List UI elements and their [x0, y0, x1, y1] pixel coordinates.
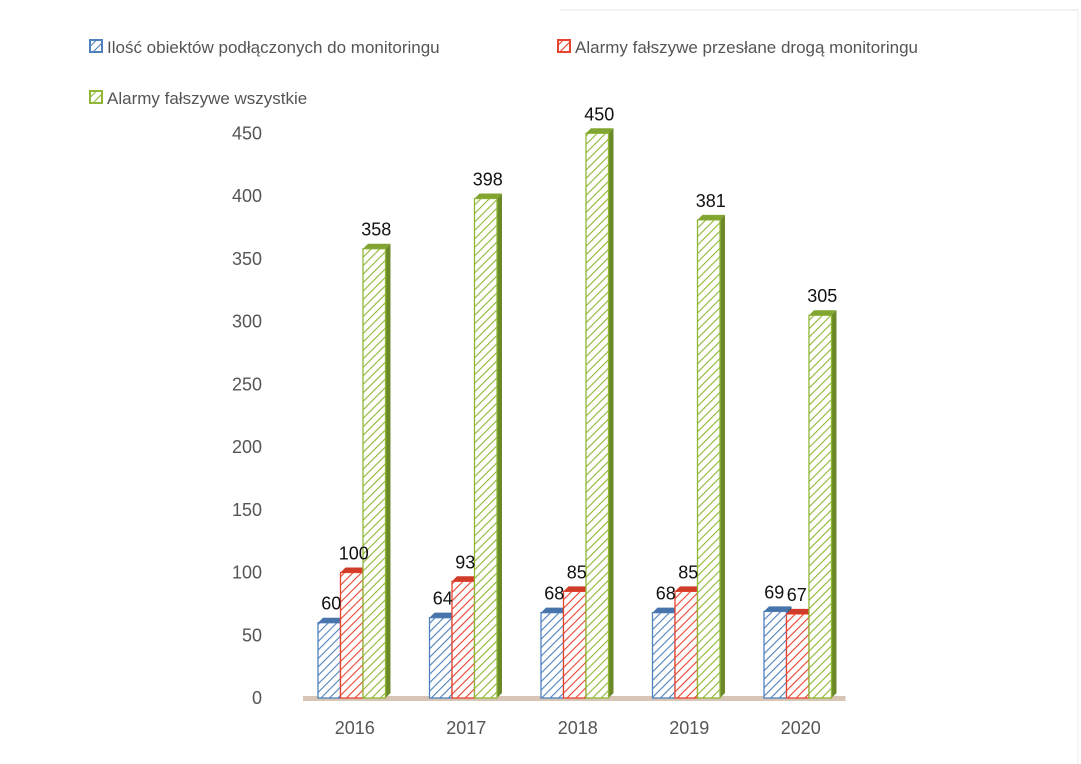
- bar: [585, 128, 614, 699]
- y-tick-label: 450: [232, 123, 262, 143]
- y-tick-label: 350: [232, 249, 262, 269]
- data-label: 358: [361, 220, 391, 240]
- x-tick-label: 2017: [446, 718, 486, 738]
- legend-swatch: [89, 90, 103, 104]
- chart-legend: Ilość obiektów podłączonych do monitorin…: [89, 38, 918, 108]
- x-tick-label: 2016: [335, 718, 375, 738]
- bar: [362, 243, 391, 699]
- legend-swatch: [557, 39, 571, 53]
- data-label: 305: [807, 286, 837, 306]
- data-label: 398: [473, 170, 503, 190]
- y-tick-label: 250: [232, 374, 262, 394]
- data-label: 67: [787, 585, 807, 605]
- data-label: 60: [321, 594, 341, 614]
- bar: [808, 310, 837, 699]
- x-tick-label: 2020: [781, 718, 821, 738]
- y-tick-label: 50: [242, 625, 262, 645]
- data-label: 64: [433, 589, 453, 609]
- legend-swatch: [89, 39, 103, 53]
- legend-label: Alarmy fałszywe wszystkie: [107, 89, 307, 108]
- y-axis: 0 50 100 150 200 250 300 350 400 450: [232, 123, 262, 708]
- legend-label: Alarmy fałszywe przesłane drogą monitori…: [575, 38, 918, 57]
- y-tick-label: 300: [232, 312, 262, 332]
- y-tick-label: 200: [232, 437, 262, 457]
- y-tick-label: 0: [252, 688, 262, 708]
- data-label: 68: [656, 584, 676, 604]
- data-label: 93: [455, 552, 475, 572]
- bar: [473, 193, 502, 699]
- data-label: 85: [678, 562, 698, 582]
- data-label: 69: [764, 582, 784, 602]
- legend-item: Alarmy fałszywe przesłane drogą monitori…: [557, 38, 918, 57]
- legend-item: Ilość obiektów podłączonych do monitorin…: [89, 38, 440, 57]
- data-label: 381: [696, 191, 726, 211]
- bar: [696, 214, 725, 699]
- legend-label: Ilość obiektów podłączonych do monitorin…: [107, 38, 440, 57]
- y-tick-label: 400: [232, 186, 262, 206]
- data-label: 85: [567, 562, 587, 582]
- x-tick-label: 2018: [558, 718, 598, 738]
- data-label: 100: [339, 544, 369, 564]
- y-tick-label: 150: [232, 500, 262, 520]
- x-tick-label: 2019: [669, 718, 709, 738]
- data-label: 450: [584, 104, 614, 124]
- legend-item: Alarmy fałszywe wszystkie: [89, 89, 307, 108]
- bars: [317, 128, 837, 699]
- y-tick-label: 100: [232, 563, 262, 583]
- data-label: 68: [544, 584, 564, 604]
- x-axis: 2016 2017 2018 2019 2020: [335, 718, 821, 738]
